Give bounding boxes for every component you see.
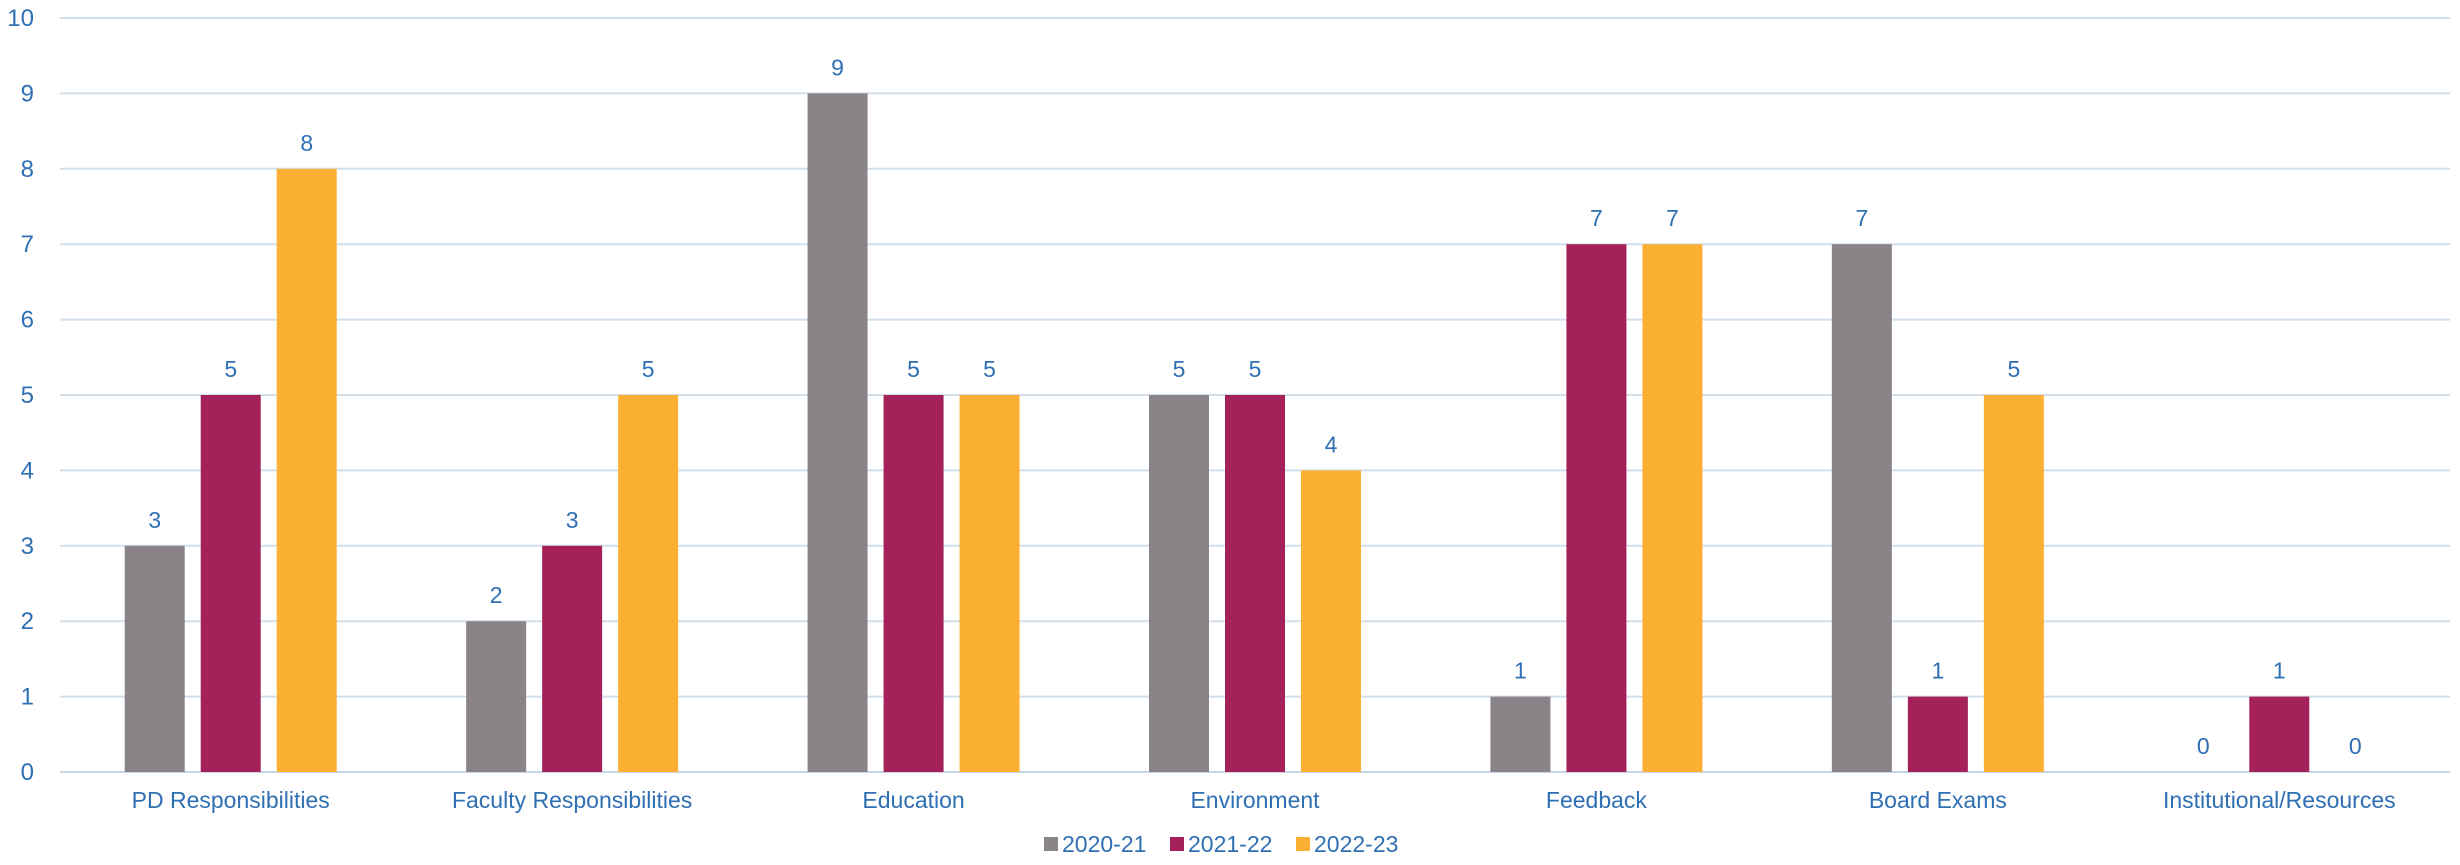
bar-2021-22-3 xyxy=(1225,395,1285,772)
data-label: 8 xyxy=(300,130,313,156)
data-label: 3 xyxy=(566,507,579,533)
data-label: 5 xyxy=(224,356,237,382)
data-label: 4 xyxy=(1325,431,1338,457)
bar-2020-21-4 xyxy=(1490,696,1551,772)
bar-2022-23-3 xyxy=(1301,470,1361,772)
bar-2022-23-1 xyxy=(618,395,679,772)
y-tick-label: 4 xyxy=(21,457,34,484)
bars xyxy=(124,93,2310,773)
x-category-label: Education xyxy=(862,787,964,813)
bar-2022-23-2 xyxy=(959,395,1020,772)
data-label: 9 xyxy=(831,54,844,80)
bar-2021-22-1 xyxy=(542,545,603,772)
legend: 2020-21 2021-22 2022-23 xyxy=(1044,831,1398,857)
data-label: 5 xyxy=(907,356,920,382)
bar-2021-22-0 xyxy=(200,395,261,772)
data-label: 7 xyxy=(1855,205,1868,231)
bar-2021-22-6 xyxy=(2249,696,2310,772)
bar-2021-22-2 xyxy=(883,395,944,772)
x-category-label: Board Exams xyxy=(1869,787,2007,813)
y-axis-ticks: 0 1 2 3 4 5 6 7 8 9 10 xyxy=(7,5,34,786)
bar-2020-21-5 xyxy=(1831,244,1892,772)
data-label: 1 xyxy=(1514,658,1527,684)
bar-2020-21-3 xyxy=(1149,395,1209,772)
data-label: 5 xyxy=(1249,356,1262,382)
data-label: 7 xyxy=(1666,205,1679,231)
bar-2020-21-1 xyxy=(466,621,527,772)
y-tick-label: 1 xyxy=(21,684,34,711)
data-label: 1 xyxy=(1931,658,1944,684)
data-label: 5 xyxy=(983,356,996,382)
x-category-label: Environment xyxy=(1190,787,1320,813)
y-tick-label: 6 xyxy=(21,307,34,334)
data-label: 0 xyxy=(2197,733,2210,759)
legend-label: 2021-22 xyxy=(1188,831,1272,857)
data-label: 5 xyxy=(2007,356,2020,382)
legend-swatch-2022-23 xyxy=(1296,837,1310,851)
y-tick-label: 5 xyxy=(21,382,34,409)
legend-label: 2022-23 xyxy=(1314,831,1398,857)
x-category-label: Faculty Responsibilities xyxy=(452,787,692,813)
legend-swatch-2020-21 xyxy=(1044,837,1058,851)
legend-swatch-2021-22 xyxy=(1170,837,1184,851)
data-label: 3 xyxy=(148,507,161,533)
y-tick-label: 8 xyxy=(21,156,34,183)
x-category-label: Institutional/Resources xyxy=(2163,787,2396,813)
data-label: 1 xyxy=(2273,658,2286,684)
bar-2022-23-4 xyxy=(1642,244,1703,772)
y-tick-label: 3 xyxy=(21,533,34,560)
y-tick-label: 7 xyxy=(21,231,34,258)
bar-2020-21-2 xyxy=(807,93,868,772)
data-label: 0 xyxy=(2349,733,2362,759)
x-category-label: PD Responsibilities xyxy=(132,787,330,813)
data-label: 2 xyxy=(490,582,503,608)
bar-2020-21-0 xyxy=(124,545,185,772)
x-category-label: Feedback xyxy=(1546,787,1648,813)
y-tick-label: 0 xyxy=(21,759,34,786)
bar-2022-23-0 xyxy=(276,168,337,773)
data-labels: 3 5 8 2 3 5 9 5 5 5 5 4 1 7 7 7 1 5 0 1 0 xyxy=(148,54,2361,759)
bar-2021-22-4 xyxy=(1566,244,1627,772)
y-tick-label: 9 xyxy=(21,80,34,107)
y-tick-label: 2 xyxy=(21,608,34,635)
data-label: 5 xyxy=(642,356,655,382)
y-tick-label: 10 xyxy=(7,5,34,32)
bar-2021-22-5 xyxy=(1907,696,1968,772)
bar-2022-23-5 xyxy=(1983,395,2044,772)
data-label: 7 xyxy=(1590,205,1603,231)
x-axis-categories: PD Responsibilities Faculty Responsibilit… xyxy=(132,787,2396,813)
data-label: 5 xyxy=(1173,356,1186,382)
legend-label: 2020-21 xyxy=(1062,831,1146,857)
